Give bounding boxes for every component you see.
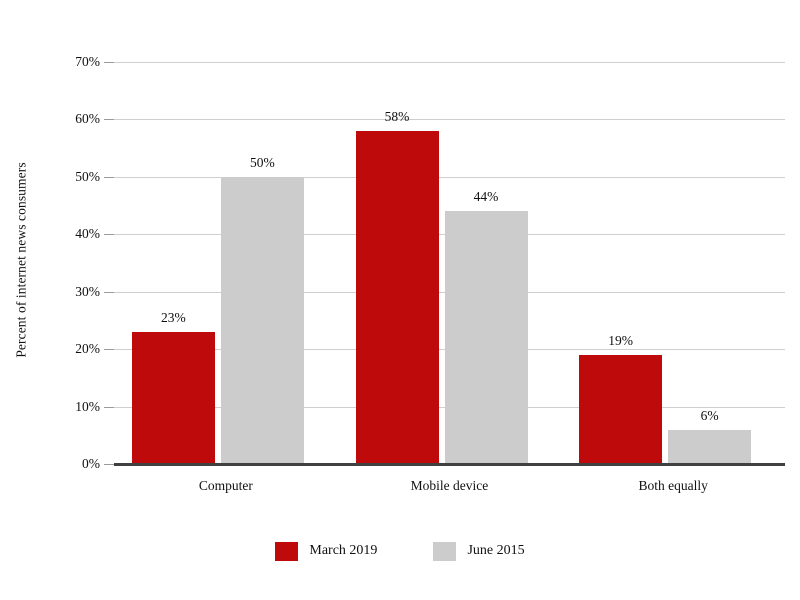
bar-value-label: 23% [160,309,186,325]
y-axis-tick-label: 70% [75,54,100,69]
bar-value-label: 6% [700,407,719,423]
y-axis-tick-label: 40% [75,226,100,242]
y-axis-ticks [104,62,114,465]
x-axis-category-label: Mobile device [410,478,489,493]
gridline [114,176,785,178]
x-axis-line [114,463,785,466]
y-axis-tick-label: 50% [75,168,100,184]
bar[interactable] [668,429,752,464]
legend-entry[interactable]: June 2015 [433,541,525,561]
bar-value-label: 58% [384,108,410,124]
gridline [114,62,785,63]
x-axis-category-label: Both equally [638,478,708,493]
y-axis-tick [104,349,114,351]
legend-label: June 2015 [467,543,525,558]
y-axis-tick-label: 20% [75,341,100,357]
y-axis-tick [104,464,114,465]
bar-value-label: 50% [249,154,275,170]
y-axis-tick-label: 0% [82,456,100,471]
chart-legend: March 2019 June 2015 [0,536,800,566]
x-axis-category-labels: Computer Mobile device Both equally [114,478,785,504]
x-axis-category-label: Computer [198,478,253,493]
y-axis-title-label: Percent of internet news consumers [14,162,29,358]
plot-area: 23% 50% 58% 44% 19% 6% [114,62,785,464]
y-axis-tick-label: 30% [75,283,100,299]
bar-value-label: 19% [608,332,634,348]
y-axis-tick [104,291,114,293]
y-axis-tick-label: 60% [75,111,100,127]
y-axis-tick [104,119,114,121]
bar[interactable] [579,354,663,464]
y-axis-title: Percent of internet news consumers [0,0,44,520]
bar[interactable] [444,211,528,464]
legend-entry[interactable]: March 2019 [275,541,378,561]
y-axis-tick-labels: 0% 10% 20% 30% 40% 50% 60% 70% [52,54,100,471]
y-axis-tick [104,406,114,408]
legend-swatch-icon [275,541,299,561]
y-axis-tick-label: 10% [75,398,100,414]
bar[interactable] [355,130,439,464]
bar-value-label: 44% [473,189,499,205]
y-axis-tick [104,234,114,236]
y-axis-tick [104,62,114,63]
legend-label: March 2019 [309,543,378,558]
bar[interactable] [131,331,215,464]
legend-swatch-icon [433,541,457,561]
gridline [114,119,785,121]
y-axis-tick [104,176,114,178]
bar[interactable] [220,176,304,464]
